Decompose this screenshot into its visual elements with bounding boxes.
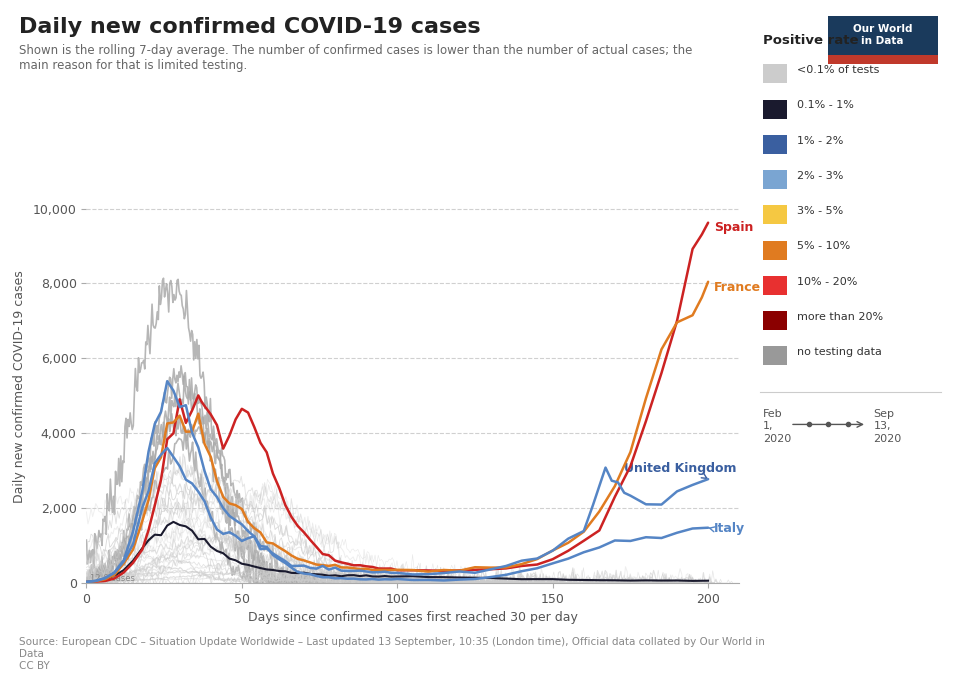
Text: 5% - 10%: 5% - 10% xyxy=(797,241,850,252)
Bar xyxy=(828,55,938,64)
Text: Feb
1,
2020: Feb 1, 2020 xyxy=(763,409,791,443)
Text: 3% - 5%: 3% - 5% xyxy=(797,206,843,216)
Text: Positive rate: Positive rate xyxy=(763,34,858,47)
Text: in Data: in Data xyxy=(861,36,904,46)
Text: 2% - 3%: 2% - 3% xyxy=(797,171,843,181)
Text: Sep
13,
2020: Sep 13, 2020 xyxy=(874,409,901,443)
Text: 10% - 20%: 10% - 20% xyxy=(797,277,857,287)
Text: no testing data: no testing data xyxy=(797,347,881,357)
Text: <0.1% of tests: <0.1% of tests xyxy=(797,65,879,75)
X-axis label: Days since confirmed cases first reached 30 per day: Days since confirmed cases first reached… xyxy=(248,612,578,624)
Text: 1% - 2%: 1% - 2% xyxy=(797,136,843,146)
Bar xyxy=(828,16,938,56)
Text: Daily new confirmed COVID-19 cases: Daily new confirmed COVID-19 cases xyxy=(19,17,481,37)
Y-axis label: Daily new confirmed COVID-19 cases: Daily new confirmed COVID-19 cases xyxy=(12,270,26,503)
Text: United Kingdom: United Kingdom xyxy=(624,462,736,479)
Text: Shown is the rolling 7-day average. The number of confirmed cases is lower than : Shown is the rolling 7-day average. The … xyxy=(19,44,692,72)
Text: France: France xyxy=(714,281,761,294)
Text: more than 20%: more than 20% xyxy=(797,312,883,322)
Text: 0.1% - 1%: 0.1% - 1% xyxy=(797,100,853,111)
Text: Spain: Spain xyxy=(714,221,754,234)
Text: Our World: Our World xyxy=(853,24,912,35)
Text: Italy: Italy xyxy=(708,522,746,535)
Text: 12.6 cases: 12.6 cases xyxy=(89,574,134,582)
Text: Source: European CDC – Situation Update Worldwide – Last updated 13 September, 1: Source: European CDC – Situation Update … xyxy=(19,637,765,671)
